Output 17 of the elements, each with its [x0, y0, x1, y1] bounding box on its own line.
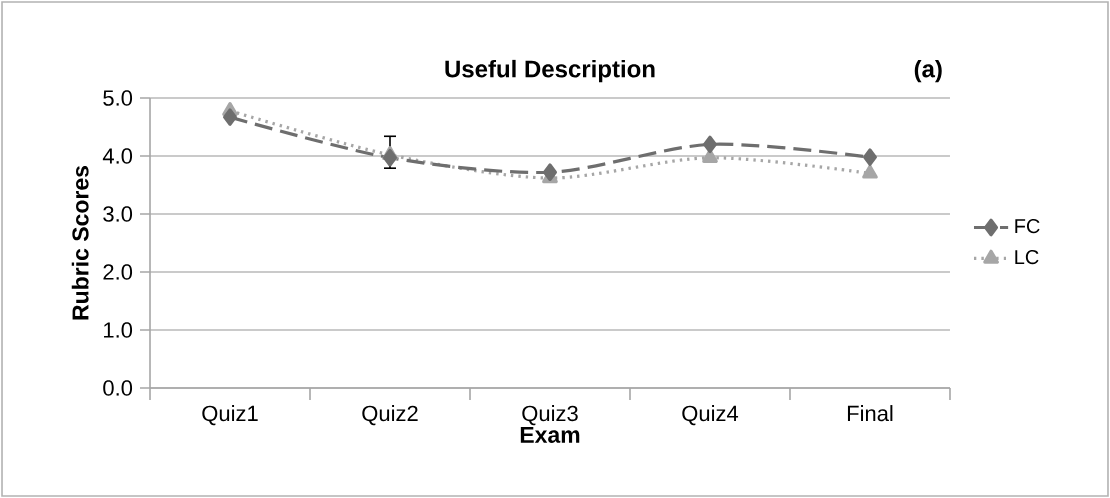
- x-tick-label: Quiz2: [362, 405, 418, 426]
- y-tick-label: 3.0: [103, 206, 133, 222]
- legend-label: FC: [1015, 219, 1040, 234]
- x-tick-label: Quiz1: [202, 405, 258, 426]
- y-tick-label: 5.0: [103, 90, 133, 106]
- x-tick-label: Quiz4: [682, 405, 739, 426]
- x-tick-label: Quiz3: [522, 405, 578, 426]
- y-tick-label: 1.0: [104, 322, 133, 338]
- y-tick-label: 0.0: [103, 380, 133, 396]
- y-tick-label: 2.0: [103, 264, 133, 280]
- y-tick-label: 4.0: [102, 148, 133, 164]
- x-tick-label: Final: [847, 405, 893, 422]
- legend-label: LC: [1015, 250, 1039, 265]
- text: (a): [914, 59, 942, 83]
- y-axis-title: Rubric Scores: [71, 165, 89, 320]
- x-axis-title: Exam: [520, 426, 580, 443]
- chart-title: Useful Description: [445, 59, 655, 83]
